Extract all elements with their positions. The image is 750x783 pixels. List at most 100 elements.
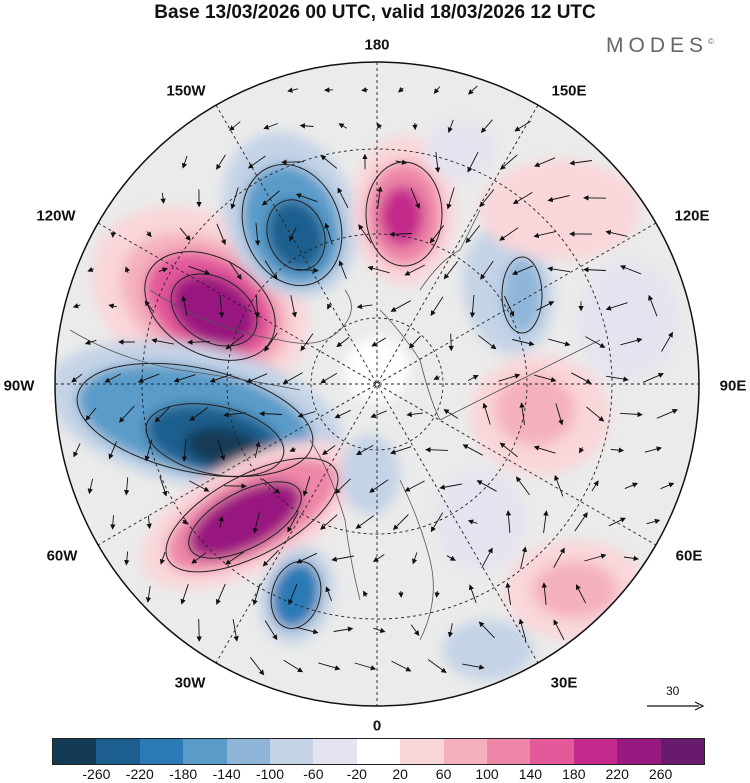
wind-vector: [287, 512, 299, 533]
wind-vector: [254, 222, 261, 246]
wind-vector: [395, 159, 408, 165]
wind-vector: [296, 626, 319, 635]
wind-vector: [144, 300, 154, 312]
wind-vector: [181, 156, 188, 169]
wind-vector: [430, 512, 444, 533]
wind-vector: [246, 373, 268, 384]
wind-vector: [249, 657, 265, 676]
wind-vector: [514, 120, 532, 132]
wind-vector: [541, 582, 548, 605]
anomaly-negative-170e: [425, 120, 495, 180]
wind-vector: [574, 512, 588, 532]
coastline-kamchatka: [419, 209, 481, 291]
wind-vector: [216, 223, 226, 246]
colorbar-tick-label: -100: [255, 766, 285, 782]
wind-vector: [160, 192, 166, 204]
wind-vector: [191, 552, 207, 564]
wind-vector: [327, 302, 333, 310]
wind-vector: [331, 555, 354, 562]
latitude-circle: [226, 233, 528, 535]
wind-vector: [230, 187, 239, 210]
wind-vector: [159, 551, 166, 565]
wind-vector: [465, 225, 481, 244]
map-title: Base 13/03/2026 00 UTC, valid 18/03/2026…: [154, 2, 596, 23]
anomaly-negative-45e: [435, 470, 525, 570]
lon-label-30w: 30W: [174, 674, 206, 692]
wind-vector: [196, 618, 202, 642]
wind-vector: [512, 192, 533, 205]
wind-vector: [252, 583, 261, 606]
wind-vector: [585, 336, 606, 348]
coastline-siberia: [439, 339, 601, 421]
anomaly-negative-10w: [340, 435, 400, 515]
wind-vector: [619, 265, 642, 275]
wind-vector: [447, 623, 454, 638]
brand-text: MODES: [606, 34, 709, 57]
wind-vector: [476, 480, 497, 492]
wind-vector: [71, 373, 83, 383]
wind-vector: [376, 122, 383, 129]
wind-vector: [425, 447, 449, 453]
wind-vector: [554, 474, 564, 497]
colorbar-cell: [356, 739, 401, 764]
wind-vector: [295, 193, 318, 203]
wind-vector: [499, 442, 518, 458]
wind-vector: [188, 265, 211, 275]
wind-vector: [610, 447, 625, 453]
wind-vector: [377, 186, 383, 209]
wind-vector: [289, 446, 296, 452]
contour: [165, 457, 339, 573]
lon-label-30e: 30E: [550, 674, 578, 692]
wind-vector: [223, 412, 246, 418]
wind-vector: [118, 405, 135, 423]
contour: [76, 362, 314, 478]
colorbar-cell: [270, 739, 314, 764]
wind-vector: [373, 627, 386, 634]
wind-vector: [408, 335, 421, 349]
wind-vector: [370, 410, 387, 418]
map-disk: [55, 62, 699, 706]
colorbar-tick-label: 100: [475, 766, 499, 782]
wind-vector: [511, 265, 534, 275]
wind-vector: [181, 438, 188, 462]
wind-vector: [337, 187, 349, 209]
wind-vector: [73, 443, 81, 458]
wind-vector: [372, 554, 385, 562]
wind-vector: [480, 119, 493, 133]
anomaly-positive-140e: [480, 160, 640, 260]
wind-vector: [338, 260, 347, 280]
wind-vector: [439, 483, 462, 490]
colorbar-tick-label: 20: [392, 766, 408, 782]
colorbar-tick-label: 140: [518, 766, 543, 782]
wind-vector: [367, 265, 390, 274]
wind-vector: [282, 372, 303, 384]
wind-vector: [281, 159, 305, 165]
wind-vector: [520, 546, 528, 569]
colorbar-tick-label: -20: [346, 766, 367, 782]
wind-vector: [334, 478, 351, 494]
wind-vector: [571, 372, 592, 384]
wind-vector: [518, 618, 527, 641]
colorbar-cell: [53, 739, 97, 764]
wind-vector: [398, 87, 404, 93]
anomaly-negative-165w-core: [266, 199, 326, 271]
anomaly-positive-45w-core: [188, 481, 302, 559]
anomaly-positive-150w-core: [171, 273, 257, 347]
wind-vector: [137, 373, 160, 383]
wind-vector: [187, 339, 211, 345]
wind-vector: [646, 518, 661, 525]
wind-vector: [371, 337, 387, 347]
wind-vector: [500, 154, 518, 170]
wind-vector: [288, 583, 298, 606]
wind-vector: [334, 409, 351, 419]
wind-vector: [85, 407, 97, 421]
wind-vector: [216, 154, 226, 170]
colorbar-cell: [313, 739, 357, 764]
colorbar-cell: [573, 739, 618, 764]
colorbar-tick-label: 60: [435, 766, 452, 782]
wind-vector: [84, 339, 97, 345]
wind-vector: [159, 476, 168, 497]
wind-vector: [606, 375, 629, 382]
wind-vector: [290, 295, 297, 318]
wind-vector: [648, 294, 658, 317]
